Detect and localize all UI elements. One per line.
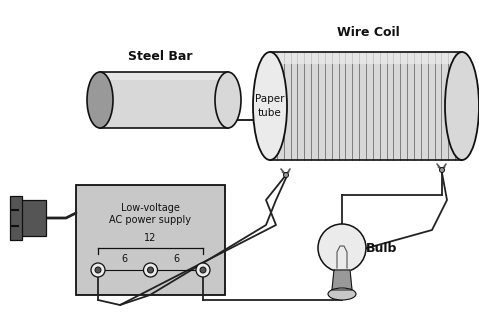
Polygon shape (270, 52, 462, 64)
Circle shape (91, 263, 105, 277)
Ellipse shape (87, 72, 113, 128)
Circle shape (196, 263, 210, 277)
Circle shape (200, 267, 206, 273)
Text: Low-voltage: Low-voltage (121, 203, 180, 213)
Polygon shape (100, 72, 228, 80)
Ellipse shape (215, 72, 241, 128)
Text: 6: 6 (174, 254, 180, 264)
Circle shape (148, 267, 153, 273)
Text: 6: 6 (121, 254, 127, 264)
Circle shape (440, 168, 445, 172)
Text: Steel Bar: Steel Bar (128, 51, 192, 64)
Ellipse shape (253, 52, 287, 160)
Ellipse shape (328, 288, 356, 300)
Polygon shape (332, 270, 352, 290)
Text: Bulb: Bulb (366, 241, 398, 254)
Text: Paper
tube: Paper tube (255, 94, 285, 118)
Bar (10, 196, 22, 240)
Text: AC power supply: AC power supply (110, 215, 192, 225)
Circle shape (284, 172, 288, 177)
Circle shape (144, 263, 158, 277)
Polygon shape (270, 52, 462, 160)
Ellipse shape (445, 52, 479, 160)
Bar (20, 200, 46, 236)
Polygon shape (100, 72, 228, 128)
Circle shape (318, 224, 366, 272)
Circle shape (95, 267, 101, 273)
Text: 12: 12 (144, 233, 157, 243)
Text: Wire Coil: Wire Coil (337, 25, 399, 38)
Bar (76, 185, 225, 295)
